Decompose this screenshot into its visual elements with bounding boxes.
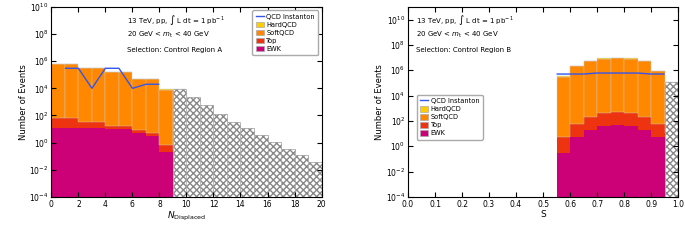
Bar — [51, 128, 65, 229]
Bar — [610, 125, 624, 229]
Bar — [664, 133, 678, 146]
Bar — [570, 124, 584, 137]
Bar — [132, 130, 146, 133]
Bar — [160, 145, 173, 152]
X-axis label: $N_{\rm Displaced}$: $N_{\rm Displaced}$ — [167, 210, 206, 223]
Y-axis label: Number of Events: Number of Events — [19, 64, 28, 140]
Bar — [105, 72, 119, 125]
Bar — [597, 126, 610, 229]
Bar — [119, 129, 132, 229]
Bar — [638, 130, 651, 229]
Bar — [146, 136, 160, 229]
Bar — [295, 155, 308, 229]
Bar — [268, 142, 281, 229]
Bar — [597, 59, 610, 113]
Bar — [92, 128, 105, 229]
Text: 13 TeV, pp, $\int$ L dt = 1 pb$^{-1}$: 13 TeV, pp, $\int$ L dt = 1 pb$^{-1}$ — [416, 13, 514, 27]
Bar — [240, 128, 254, 229]
Bar — [227, 122, 240, 229]
Bar — [200, 105, 214, 229]
Bar — [597, 113, 610, 126]
Bar — [200, 105, 214, 229]
Bar — [570, 137, 584, 229]
Bar — [281, 149, 295, 229]
Bar — [132, 133, 146, 229]
Bar — [186, 97, 200, 229]
Bar — [51, 64, 65, 118]
Bar — [584, 130, 597, 229]
Text: Selection: Control Region A: Selection: Control Region A — [127, 47, 222, 53]
Bar — [624, 59, 638, 113]
Bar — [651, 124, 664, 137]
Text: 13 TeV, pp, $\int$ L dt = 1 pb$^{-1}$: 13 TeV, pp, $\int$ L dt = 1 pb$^{-1}$ — [127, 13, 225, 27]
Bar — [610, 112, 624, 125]
Bar — [173, 150, 186, 156]
Bar — [584, 117, 597, 130]
Bar — [664, 82, 678, 83]
Bar — [105, 125, 119, 129]
Bar — [92, 68, 105, 122]
Bar — [638, 117, 651, 130]
Bar — [584, 61, 597, 117]
Bar — [295, 155, 308, 229]
Bar — [132, 79, 146, 130]
Bar — [160, 90, 173, 145]
Bar — [214, 114, 227, 229]
Bar — [160, 152, 173, 229]
Bar — [557, 76, 570, 77]
Text: 20 GeV < $m_{\rm t}$ < 40 GeV: 20 GeV < $m_{\rm t}$ < 40 GeV — [127, 30, 210, 40]
Text: Selection: Control Region B: Selection: Control Region B — [416, 47, 511, 53]
Bar — [557, 153, 570, 229]
Bar — [624, 113, 638, 126]
Bar — [65, 128, 78, 229]
Bar — [214, 114, 227, 229]
Legend: QCD Instanton, HardQCD, SoftQCD, Top, EWK: QCD Instanton, HardQCD, SoftQCD, Top, EW… — [252, 10, 319, 55]
Bar — [173, 89, 186, 229]
Bar — [308, 162, 321, 229]
Bar — [254, 135, 268, 229]
X-axis label: S: S — [540, 210, 546, 219]
Bar — [78, 122, 92, 128]
Bar — [119, 125, 132, 129]
Bar — [664, 83, 678, 133]
Bar — [173, 156, 186, 229]
Bar — [146, 133, 160, 136]
Bar — [597, 58, 610, 59]
Bar — [119, 72, 132, 125]
Bar — [308, 162, 321, 229]
Text: 20 GeV < $m_{\rm t}$ < 40 GeV: 20 GeV < $m_{\rm t}$ < 40 GeV — [416, 30, 499, 40]
Bar — [651, 137, 664, 229]
Bar — [227, 122, 240, 229]
Bar — [65, 64, 78, 118]
Bar — [186, 97, 200, 229]
Bar — [624, 58, 638, 59]
Y-axis label: Number of Events: Number of Events — [375, 64, 384, 140]
Bar — [664, 146, 678, 229]
Bar — [65, 118, 78, 128]
Bar — [624, 126, 638, 229]
Bar — [105, 129, 119, 229]
Legend: QCD Instanton, HardQCD, SoftQCD, Top, EWK: QCD Instanton, HardQCD, SoftQCD, Top, EW… — [416, 95, 483, 140]
Bar — [610, 58, 624, 112]
Bar — [173, 89, 186, 229]
Bar — [240, 128, 254, 229]
Bar — [664, 82, 678, 229]
Bar — [557, 137, 570, 153]
Bar — [281, 149, 295, 229]
Bar — [254, 135, 268, 229]
Bar — [78, 68, 92, 122]
Bar — [638, 61, 651, 117]
Bar — [51, 118, 65, 128]
Bar — [146, 79, 160, 133]
Bar — [570, 66, 584, 124]
Bar — [78, 128, 92, 229]
Bar — [173, 90, 186, 150]
Bar — [664, 82, 678, 229]
Bar — [268, 142, 281, 229]
Bar — [557, 77, 570, 137]
Bar — [651, 71, 664, 124]
Bar — [92, 122, 105, 128]
